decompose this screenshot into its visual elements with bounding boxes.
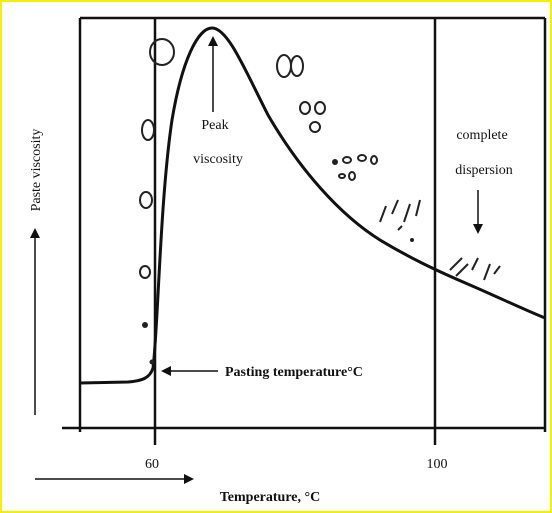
frame — [62, 16, 547, 445]
x-axis-label: Temperature, °C — [220, 490, 320, 505]
x-tick-label: 60 — [145, 457, 159, 472]
viscosity-curve — [79, 26, 546, 385]
peak-label: viscosity — [193, 152, 243, 167]
peak-label: Peak — [201, 118, 228, 133]
granules — [139, 38, 501, 365]
pasting-label: Pasting temperature°C — [225, 365, 363, 380]
dispersion-label: complete — [456, 128, 507, 143]
dispersion-label: dispersion — [455, 163, 513, 178]
y-axis-label: Paste viscosity — [29, 129, 44, 212]
x-tick-label: 100 — [427, 457, 448, 472]
